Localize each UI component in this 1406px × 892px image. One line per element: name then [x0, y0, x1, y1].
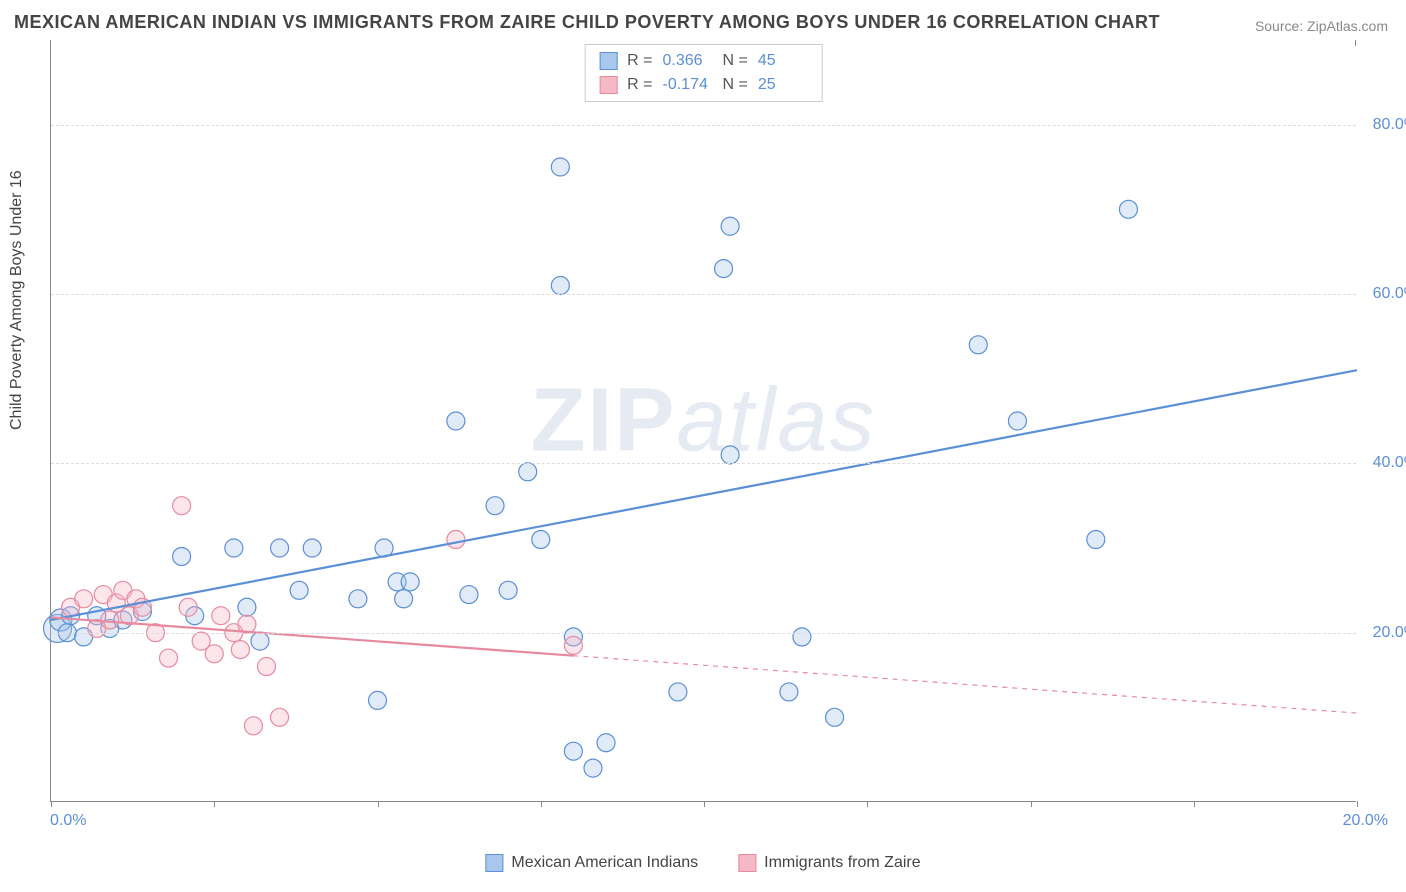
- legend-item: Mexican American Indians: [485, 854, 698, 872]
- data-point: [231, 641, 249, 659]
- gridline: [51, 294, 1356, 295]
- data-point: [969, 336, 987, 354]
- source-attribution: Source: ZipAtlas.com: [1255, 18, 1388, 34]
- data-point: [584, 759, 602, 777]
- y-tick-label: 40.0%: [1373, 454, 1406, 472]
- axis-tick: [1355, 40, 1356, 46]
- swatch-icon: [485, 854, 503, 872]
- data-point: [244, 717, 262, 735]
- data-point: [532, 531, 550, 549]
- data-point: [75, 590, 93, 608]
- axis-tick: [1357, 801, 1358, 807]
- data-point: [225, 539, 243, 557]
- data-point: [395, 590, 413, 608]
- trend-line: [51, 370, 1357, 620]
- data-point: [101, 611, 119, 629]
- y-tick-label: 60.0%: [1373, 285, 1406, 303]
- gridline: [51, 463, 1356, 464]
- data-point: [551, 158, 569, 176]
- data-point: [251, 632, 269, 650]
- y-tick-label: 80.0%: [1373, 116, 1406, 134]
- data-point: [447, 531, 465, 549]
- data-point: [715, 260, 733, 278]
- data-point: [401, 573, 419, 591]
- data-point: [669, 683, 687, 701]
- data-point: [721, 446, 739, 464]
- data-point: [257, 658, 275, 676]
- legend-label: Mexican American Indians: [511, 854, 698, 872]
- axis-tick: [1031, 801, 1032, 807]
- data-point: [271, 539, 289, 557]
- chart-title: MEXICAN AMERICAN INDIAN VS IMMIGRANTS FR…: [14, 12, 1160, 33]
- axis-tick: [51, 801, 52, 807]
- data-point: [290, 581, 308, 599]
- data-point: [238, 598, 256, 616]
- series-legend: Mexican American Indians Immigrants from…: [485, 854, 920, 872]
- gridline: [51, 125, 1356, 126]
- trend-line-extrapolated: [573, 656, 1357, 713]
- data-point: [173, 497, 191, 515]
- data-point: [1008, 412, 1026, 430]
- data-point: [564, 636, 582, 654]
- chart-plot-area: ZIPatlas R = 0.366 N = 45 R = -0.174 N =…: [50, 40, 1356, 802]
- y-tick-label: 20.0%: [1373, 624, 1406, 642]
- x-axis-min-label: 0.0%: [50, 812, 86, 830]
- x-axis-max-label: 20.0%: [1343, 812, 1388, 830]
- data-point: [780, 683, 798, 701]
- data-point: [486, 497, 504, 515]
- trend-line: [51, 617, 573, 655]
- data-point: [1119, 200, 1137, 218]
- data-point: [499, 581, 517, 599]
- data-point: [519, 463, 537, 481]
- data-point: [460, 586, 478, 604]
- axis-tick: [1194, 801, 1195, 807]
- data-point: [349, 590, 367, 608]
- data-point: [160, 649, 178, 667]
- data-point: [1087, 531, 1105, 549]
- legend-item: Immigrants from Zaire: [738, 854, 920, 872]
- axis-tick: [214, 801, 215, 807]
- y-axis-label: Child Poverty Among Boys Under 16: [8, 170, 26, 430]
- legend-label: Immigrants from Zaire: [764, 854, 920, 872]
- scatter-svg: [51, 40, 1357, 802]
- data-point: [303, 539, 321, 557]
- data-point: [179, 598, 197, 616]
- axis-tick: [541, 801, 542, 807]
- data-point: [447, 412, 465, 430]
- data-point: [212, 607, 230, 625]
- data-point: [205, 645, 223, 663]
- axis-tick: [867, 801, 868, 807]
- axis-tick: [704, 801, 705, 807]
- data-point: [369, 691, 387, 709]
- data-point: [721, 217, 739, 235]
- data-point: [173, 547, 191, 565]
- swatch-icon: [738, 854, 756, 872]
- axis-tick: [378, 801, 379, 807]
- data-point: [551, 277, 569, 295]
- data-point: [826, 708, 844, 726]
- data-point: [564, 742, 582, 760]
- gridline: [51, 633, 1356, 634]
- data-point: [793, 628, 811, 646]
- data-point: [271, 708, 289, 726]
- data-point: [597, 734, 615, 752]
